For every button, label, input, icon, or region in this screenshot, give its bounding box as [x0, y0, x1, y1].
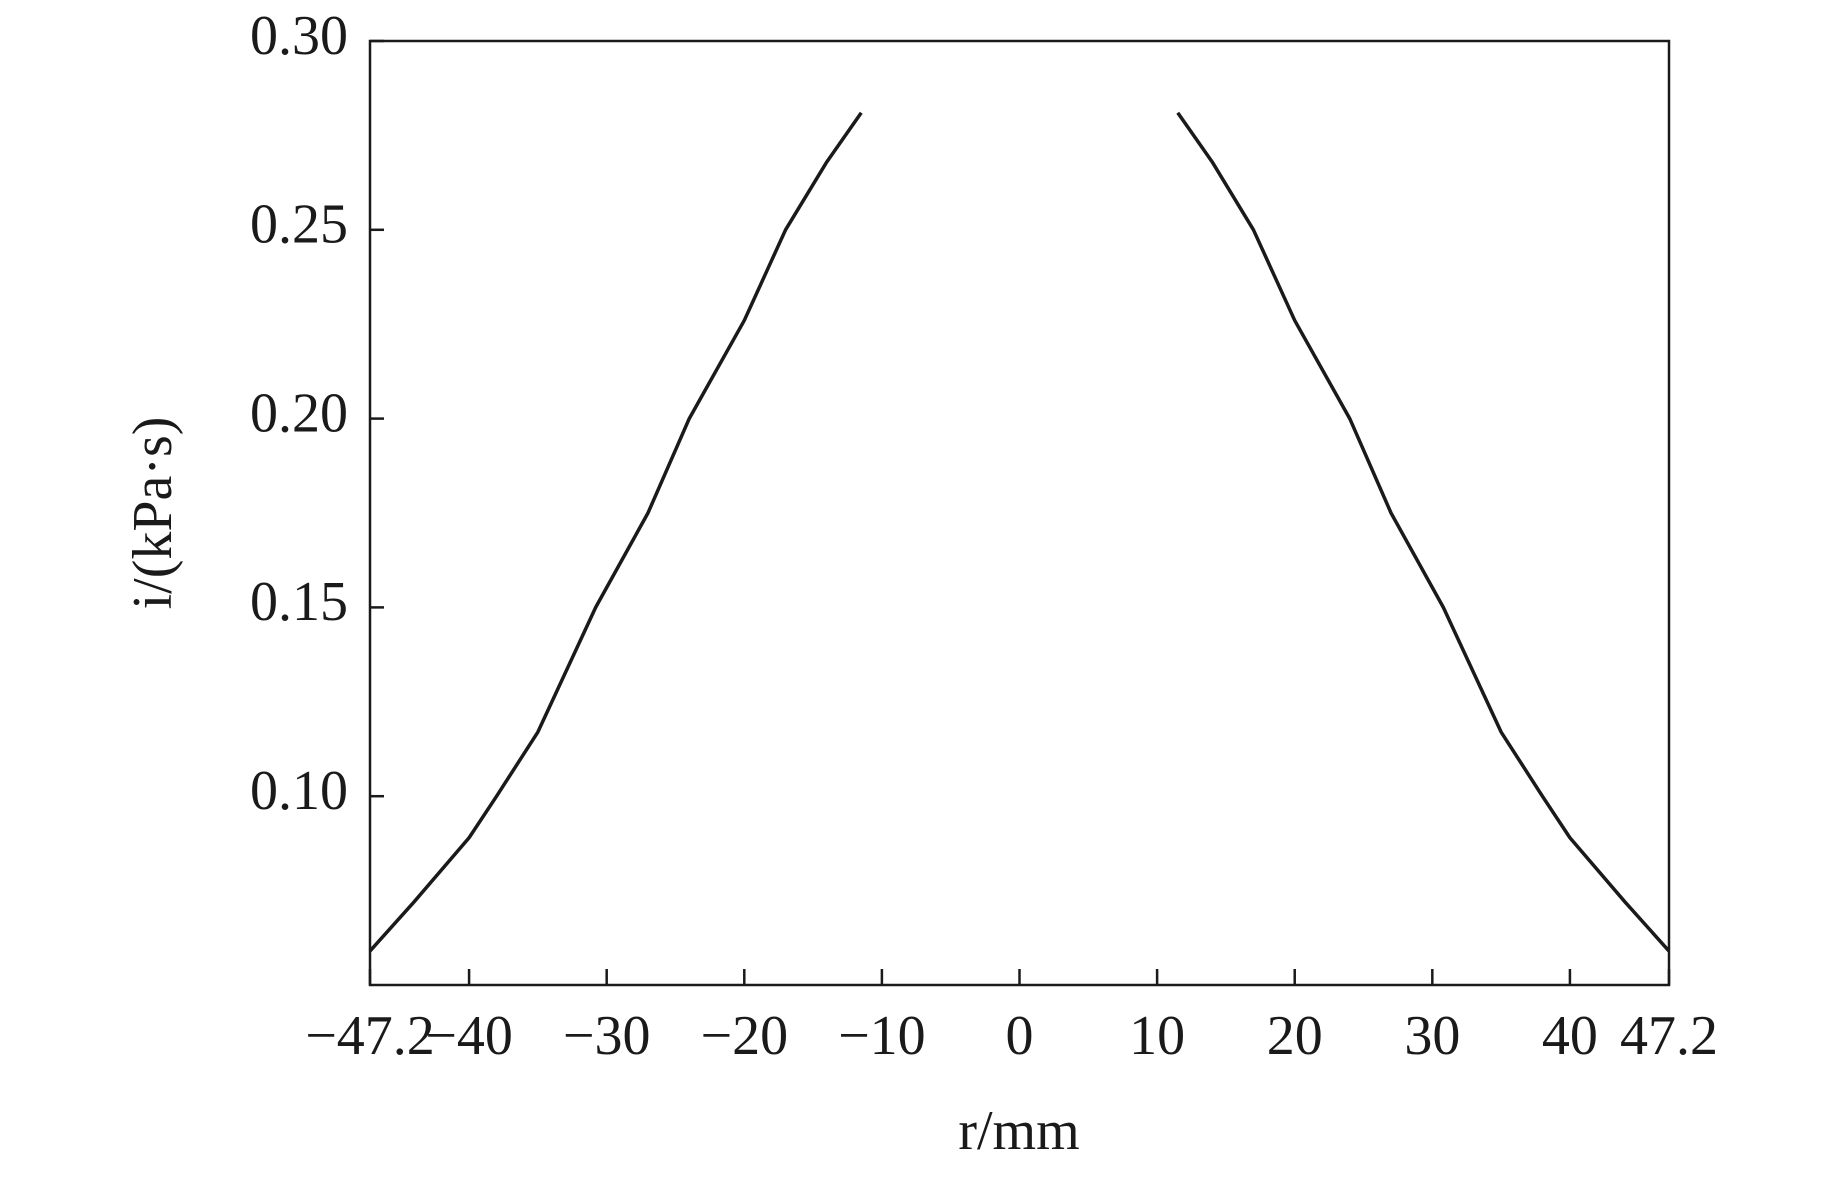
- x-tick-label: 20: [1267, 1005, 1323, 1067]
- plot-frame: [368, 39, 1671, 987]
- data-line: [368, 111, 1671, 953]
- x-tick-label: 40: [1542, 1005, 1598, 1067]
- x-axis-label: r/mm: [958, 1100, 1079, 1162]
- x-tick-label: 0: [1006, 1005, 1034, 1067]
- x-tick-label: 30: [1404, 1005, 1460, 1067]
- y-tick-label: 0.10: [250, 760, 348, 822]
- x-tick-label: −20: [700, 1005, 788, 1067]
- y-tick-label: 0.15: [250, 571, 348, 633]
- y-tick-label: 0.30: [250, 5, 348, 67]
- x-tick-label: −10: [838, 1005, 926, 1067]
- y-axis-label: i/(kPa·s): [122, 417, 184, 610]
- x-tick-label: 47.2: [1620, 1005, 1718, 1067]
- x-tick-label: 10: [1129, 1005, 1185, 1067]
- x-tick-label: −40: [425, 1005, 513, 1067]
- y-tick-label: 0.20: [250, 382, 348, 444]
- x-tick-label: −47.2: [305, 1005, 435, 1067]
- y-tick-label: 0.25: [250, 194, 348, 256]
- x-tick-label: −30: [563, 1005, 651, 1067]
